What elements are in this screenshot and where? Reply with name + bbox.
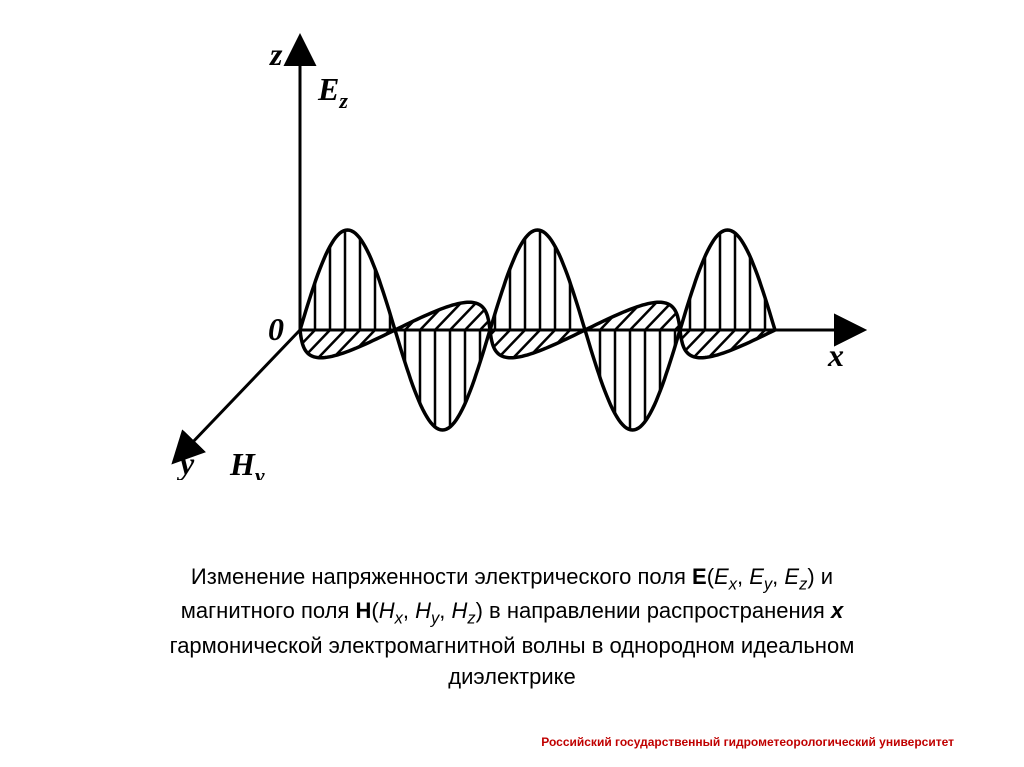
cap2d: , [439, 598, 451, 623]
cap1E: E [692, 564, 707, 589]
cap1a: Изменение напряженности электрического п… [191, 564, 692, 589]
cap2e: ) в направлении распространения [476, 598, 831, 623]
cap2Hz: H [451, 598, 467, 623]
cap1e: ) и [807, 564, 833, 589]
svg-text:Ez: Ez [317, 71, 348, 113]
caption-text: Изменение напряженности электрического п… [50, 562, 974, 693]
svg-text:0: 0 [268, 311, 284, 347]
cap1Ez: E [784, 564, 799, 589]
cap2Hxs: x [395, 610, 403, 628]
cap2Hzs: z [467, 610, 475, 628]
cap1d: , [772, 564, 784, 589]
cap2H: H [355, 598, 371, 623]
cap2a: магнитного поля [181, 598, 356, 623]
cap1Ey: E [749, 564, 764, 589]
cap4: диэлектрике [448, 664, 576, 689]
cap3: гармонической электромагнитной волны в о… [170, 633, 855, 658]
cap1Ex: E [714, 564, 729, 589]
cap1Exs: x [729, 575, 737, 593]
footer-text: Российский государственный гидрометеорол… [541, 735, 954, 749]
cap1b: ( [707, 564, 714, 589]
svg-text:x: x [827, 337, 844, 373]
svg-text:Hy: Hy [229, 446, 265, 480]
cap2b: ( [371, 598, 378, 623]
cap1c: , [737, 564, 749, 589]
cap1Eys: y [764, 575, 772, 593]
cap2Hys: y [431, 610, 439, 628]
cap2c: , [403, 598, 415, 623]
svg-text:y: y [176, 445, 195, 480]
wave-diagram: z y x 0 Ez Hy [140, 20, 880, 480]
cap2x: x [831, 598, 843, 623]
svg-text:z: z [269, 36, 283, 72]
cap2Hx: H [379, 598, 395, 623]
wave-svg: z y x 0 Ez Hy [140, 20, 880, 480]
cap2Hy: H [415, 598, 431, 623]
